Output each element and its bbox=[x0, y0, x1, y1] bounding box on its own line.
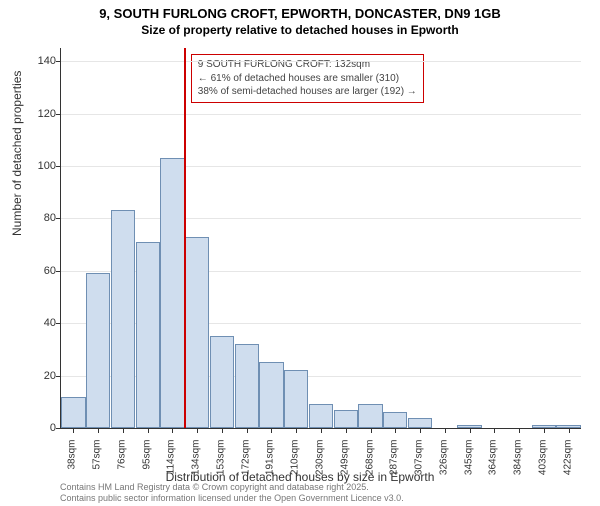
y-tick-mark bbox=[56, 218, 61, 219]
histogram-bar bbox=[61, 397, 85, 428]
histogram-bar bbox=[259, 362, 283, 428]
histogram-bar bbox=[160, 158, 184, 428]
y-tick-mark bbox=[56, 166, 61, 167]
y-tick-label: 20 bbox=[26, 370, 56, 382]
y-tick-mark bbox=[56, 114, 61, 115]
histogram-bar bbox=[383, 412, 407, 428]
grid-line bbox=[61, 61, 581, 62]
footer-line-2: Contains public sector information licen… bbox=[60, 493, 404, 504]
footer-line-1: Contains HM Land Registry data © Crown c… bbox=[60, 482, 404, 493]
y-tick-label: 60 bbox=[26, 265, 56, 277]
annotation-line-2: ← 61% of detached houses are smaller (31… bbox=[198, 72, 417, 86]
y-tick-label: 140 bbox=[26, 55, 56, 67]
histogram-bar bbox=[235, 344, 259, 428]
footer-attribution: Contains HM Land Registry data © Crown c… bbox=[60, 482, 404, 504]
grid-line bbox=[61, 218, 581, 219]
grid-line bbox=[61, 166, 581, 167]
histogram-bar bbox=[111, 210, 135, 428]
histogram-bar bbox=[309, 404, 333, 428]
histogram-bar bbox=[358, 404, 382, 428]
y-tick-label: 100 bbox=[26, 160, 56, 172]
chart-title-sub: Size of property relative to detached ho… bbox=[0, 23, 600, 37]
histogram-bar bbox=[136, 242, 160, 428]
chart-title-main: 9, SOUTH FURLONG CROFT, EPWORTH, DONCAST… bbox=[0, 6, 600, 21]
y-tick-label: 120 bbox=[26, 108, 56, 120]
annotation-line-3: 38% of semi-detached houses are larger (… bbox=[198, 85, 417, 99]
histogram-bar bbox=[408, 418, 432, 428]
y-tick-mark bbox=[56, 376, 61, 377]
property-marker-line bbox=[184, 48, 186, 428]
histogram-bar bbox=[284, 370, 308, 428]
chart-plot-area: 9 SOUTH FURLONG CROFT: 132sqm ← 61% of d… bbox=[60, 48, 581, 429]
histogram-bar bbox=[334, 410, 358, 428]
y-tick-mark bbox=[56, 271, 61, 272]
y-tick-mark bbox=[56, 323, 61, 324]
y-tick-label: 0 bbox=[26, 422, 56, 434]
y-tick-label: 80 bbox=[26, 212, 56, 224]
grid-line bbox=[61, 114, 581, 115]
annotation-line-1: 9 SOUTH FURLONG CROFT: 132sqm bbox=[198, 58, 417, 72]
y-tick-labels-container: 020406080100120140 bbox=[20, 48, 60, 428]
y-tick-label: 40 bbox=[26, 317, 56, 329]
histogram-bar bbox=[86, 273, 110, 428]
histogram-bar bbox=[210, 336, 234, 428]
histogram-bar bbox=[185, 237, 209, 428]
y-tick-mark bbox=[56, 61, 61, 62]
